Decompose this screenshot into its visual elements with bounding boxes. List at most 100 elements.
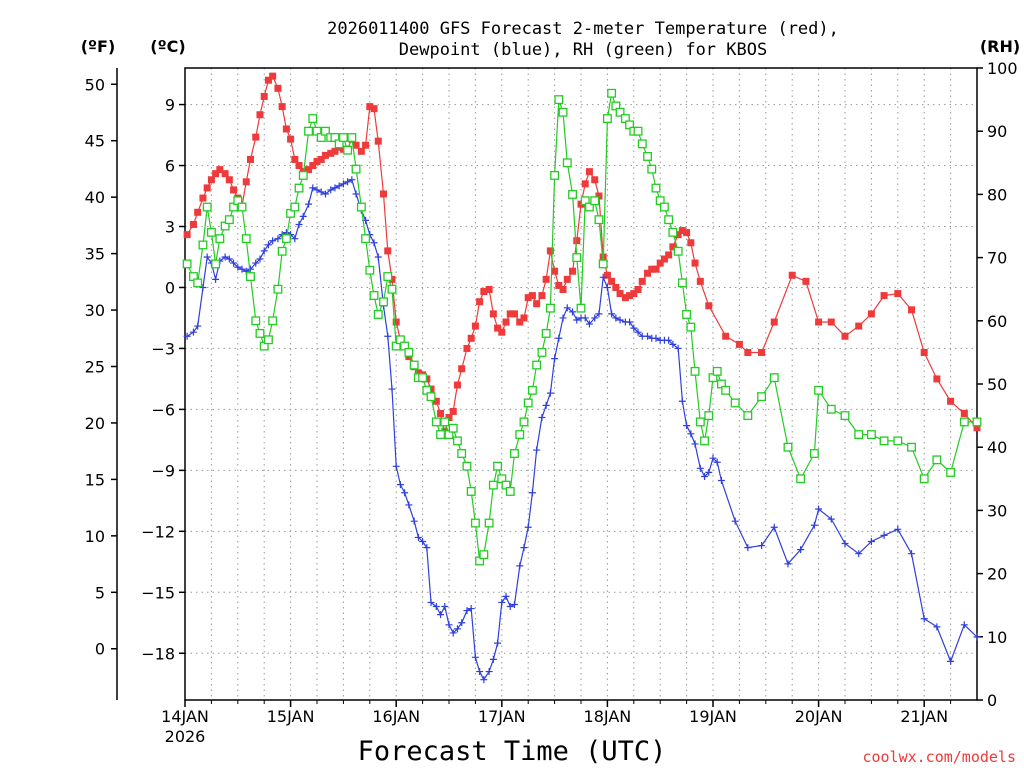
- dewpoint-point: [445, 621, 453, 629]
- rh-point: [462, 461, 472, 471]
- dewpoint-point: [374, 253, 382, 261]
- dewpoint-point: [327, 186, 335, 194]
- temperature-point: [207, 176, 215, 184]
- dewpoint-point: [555, 334, 563, 342]
- dewpoint-point: [563, 304, 571, 312]
- rh-tick-label: 10: [987, 628, 1007, 647]
- temperature-point: [480, 288, 488, 296]
- temperature-point: [269, 72, 277, 80]
- dewpoint-point: [705, 468, 713, 476]
- temperature-point: [585, 168, 593, 176]
- temperature-point: [520, 314, 528, 322]
- dewpoint-point: [321, 190, 329, 198]
- x-tick-label: 18JAN: [584, 707, 632, 726]
- dewpoint-point: [599, 273, 607, 281]
- rh-point: [373, 310, 383, 319]
- rh-point: [440, 417, 450, 427]
- temperature-point: [510, 310, 518, 318]
- rh-point: [594, 215, 604, 225]
- dewpoint-point: [717, 477, 725, 485]
- rh-point: [686, 322, 696, 332]
- rh-point: [505, 486, 515, 496]
- temperature-point: [616, 290, 624, 298]
- dewpoint-point: [305, 200, 313, 208]
- celsius-tick-label: −12: [141, 522, 175, 541]
- temperature-point: [551, 267, 559, 275]
- temperature-point: [252, 133, 260, 141]
- rh-point: [946, 468, 956, 477]
- temperature-point: [559, 286, 567, 294]
- dewpoint-point: [467, 605, 475, 613]
- temperature-point: [502, 318, 510, 326]
- dewpoint-point: [867, 537, 875, 545]
- x-tick-label: 21JAN: [900, 707, 948, 726]
- dewpoint-point: [933, 623, 941, 631]
- rh-point: [558, 107, 568, 117]
- rh-point: [919, 474, 929, 484]
- temperature-point: [855, 322, 863, 330]
- temperature-point: [894, 290, 902, 298]
- rh-point: [263, 335, 273, 345]
- dewpoint-point: [203, 253, 211, 261]
- dewpoint-point: [520, 544, 528, 552]
- rh-tick-label: 80: [987, 185, 1007, 204]
- rh-point: [854, 430, 864, 440]
- dewpoint-point: [252, 259, 260, 267]
- temperature-point: [815, 318, 823, 326]
- dewpoint-point: [291, 235, 299, 243]
- temperature-point: [542, 275, 550, 283]
- dewpoint-point: [313, 186, 321, 194]
- dewpoint-point: [608, 310, 616, 318]
- rh-point: [224, 215, 234, 225]
- rh-point: [568, 189, 578, 199]
- x-tick-label: 20JAN: [795, 707, 843, 726]
- dewpoint-point: [701, 472, 709, 480]
- series-temperature: [183, 72, 981, 436]
- temperature-point: [357, 147, 365, 155]
- temperature-point: [287, 135, 295, 143]
- dewpoint-point: [230, 259, 238, 267]
- rh-point: [704, 411, 714, 421]
- dewpoint-point: [652, 334, 660, 342]
- fahrenheit-tick-label: 10: [85, 527, 105, 546]
- fahrenheit-tick-label: 50: [85, 75, 105, 94]
- dewpoint-point: [225, 255, 233, 263]
- x-tick-label: 15JAN: [267, 707, 315, 726]
- temperature-point: [309, 162, 317, 170]
- temperature-point: [608, 277, 616, 285]
- rh-point: [602, 114, 612, 124]
- temperature-point: [880, 292, 888, 300]
- rh-tick-label: 30: [987, 501, 1007, 520]
- temperature-point: [203, 184, 211, 192]
- temperature-point: [788, 271, 796, 279]
- temperature-point: [414, 369, 422, 377]
- rh-point: [308, 114, 318, 124]
- temperature-point: [453, 381, 461, 389]
- rh-point: [281, 234, 291, 244]
- dewpoint-point: [260, 247, 268, 255]
- rh-point: [369, 291, 379, 300]
- dewpoint-point: [256, 255, 264, 263]
- rh-point: [351, 164, 361, 174]
- temperature-point: [362, 141, 370, 149]
- temperature-point: [920, 349, 928, 357]
- dewpoint-point: [770, 523, 778, 531]
- rh-tick-label: 90: [987, 122, 1007, 141]
- dewpoint-point: [674, 344, 682, 352]
- temperature-point: [199, 194, 207, 202]
- celsius-tick-label: −15: [141, 583, 175, 602]
- rh-point: [479, 550, 489, 560]
- temperature-point: [274, 84, 282, 92]
- rh-point: [246, 272, 255, 282]
- temperature-point: [256, 111, 264, 119]
- dewpoint-point: [626, 318, 634, 326]
- rh-point: [320, 126, 330, 136]
- dewpoint-point: [696, 464, 704, 472]
- temperature-point: [533, 300, 541, 308]
- rh-point: [338, 133, 348, 142]
- celsius-tick-label: 6: [165, 157, 175, 176]
- dewpoint-point: [194, 322, 202, 330]
- rh-point: [488, 480, 498, 490]
- dewpoint-point: [960, 621, 968, 629]
- title-line-2: Dewpoint (blue), RH (green) for KBOS: [399, 40, 767, 60]
